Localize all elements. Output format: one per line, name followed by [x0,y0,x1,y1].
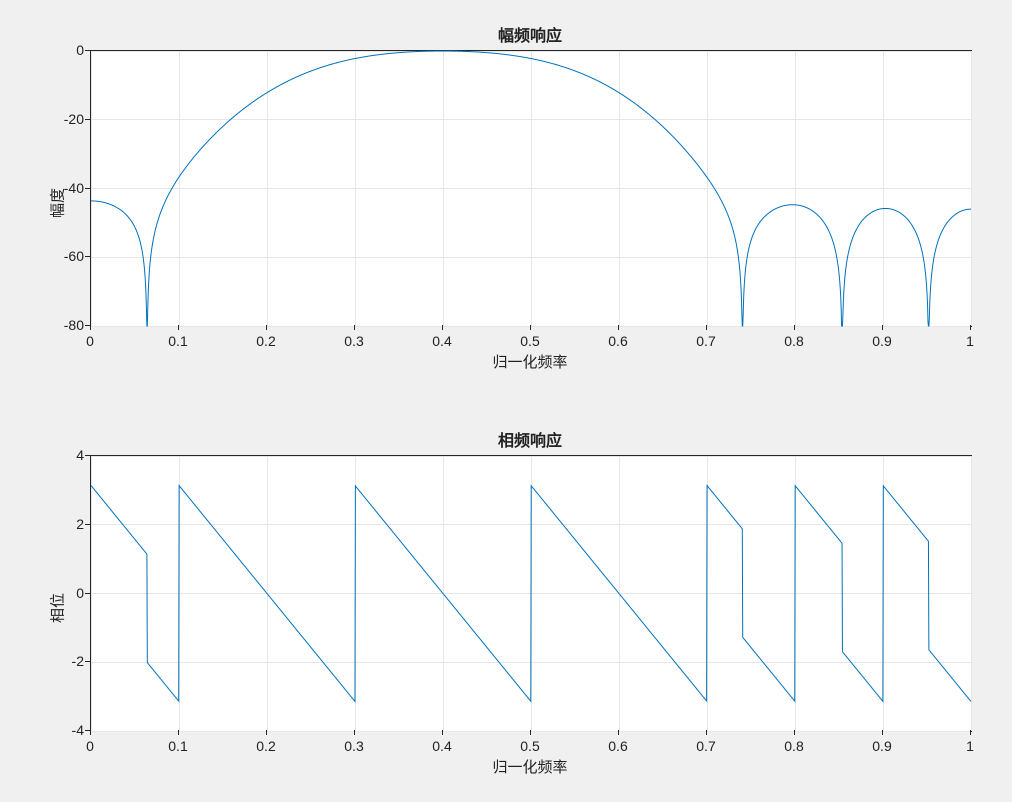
phase-line [91,486,971,702]
x-tick-label: 0.8 [784,738,803,754]
figure: 幅频响应 归一化频率 幅度 00.10.20.30.40.50.60.70.80… [0,0,1012,802]
x-tick-mark [794,730,795,735]
y-tick-mark [85,661,90,662]
x-tick-mark [706,730,707,735]
y-tick-label: -2 [72,653,84,669]
bottom-x-label: 归一化频率 [492,756,567,777]
x-tick-label: 0.2 [256,738,275,754]
x-tick-mark [354,730,355,735]
x-tick-mark [178,730,179,735]
y-tick-mark [85,730,90,731]
y-tick-label: 0 [76,585,84,601]
x-tick-label: 0.4 [432,738,451,754]
x-tick-mark [882,730,883,735]
phase-plot-area [90,455,972,732]
x-tick-mark [530,730,531,735]
y-tick-label: 4 [76,447,84,463]
x-tick-mark [442,730,443,735]
x-tick-mark [970,730,971,735]
y-tick-mark [85,524,90,525]
x-tick-label: 0.5 [520,738,539,754]
x-tick-label: 0.9 [872,738,891,754]
y-tick-mark [85,593,90,594]
x-tick-label: 0 [86,738,94,754]
y-tick-mark [85,455,90,456]
x-tick-label: 0.3 [344,738,363,754]
x-tick-mark [90,730,91,735]
phase-panel: 相频响应 归一化频率 相位 0 0.1 0.2 0.3 0.4 0.5 0.6 0.7 0.8 0… [0,0,1012,802]
x-tick-label: 0.7 [696,738,715,754]
x-tick-label: 0.6 [608,738,627,754]
x-tick-label: 1 [966,738,974,754]
phase-series-svg [91,456,971,731]
x-tick-mark [266,730,267,735]
x-tick-label: 0.1 [168,738,187,754]
y-tick-label: -4 [72,722,84,738]
bottom-y-label: 相位 [47,593,68,623]
y-tick-label: 2 [76,516,84,532]
bottom-title: 相频响应 [498,427,562,451]
x-tick-mark [618,730,619,735]
